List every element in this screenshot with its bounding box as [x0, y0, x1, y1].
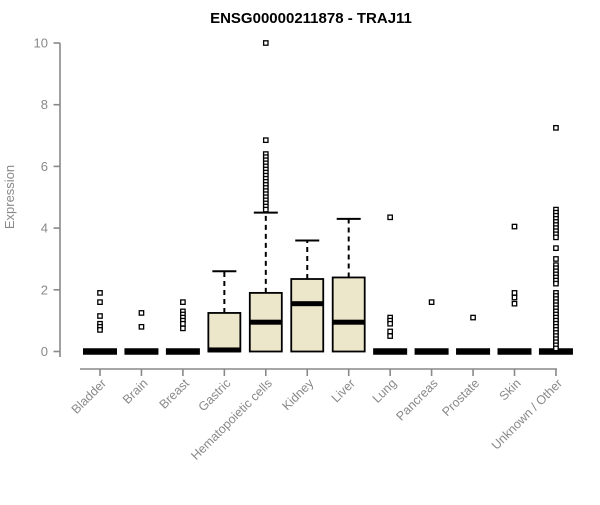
box-iqr	[331, 276, 366, 353]
outlier-point	[470, 314, 476, 321]
category-label: Skin	[497, 376, 524, 403]
flat-box-at-zero	[456, 348, 491, 355]
flat-box-at-zero	[538, 348, 573, 355]
outlier-point	[262, 206, 269, 213]
outlier-point	[97, 313, 103, 319]
median-line	[208, 347, 241, 353]
y-tick-label: 4	[41, 221, 48, 236]
outlier-point	[138, 310, 145, 316]
outlier-point	[511, 294, 518, 301]
median-line	[332, 319, 365, 325]
category-label: Liver	[329, 376, 358, 405]
category-label: Brain	[120, 376, 151, 407]
outlier-point	[180, 299, 186, 305]
outlier-point	[511, 223, 518, 230]
box-iqr	[290, 278, 325, 353]
plot-area: 0 2 4 6 8 10 Bladder Brain Breast GastricHematopo…	[34, 36, 573, 463]
median-line	[249, 319, 282, 325]
median-line	[291, 301, 324, 307]
category-label: Unknown / Other	[489, 376, 565, 452]
outlier-point	[387, 328, 394, 335]
flat-box-at-zero	[414, 348, 449, 355]
outlier-point	[97, 327, 103, 333]
y-tick-label: 2	[41, 282, 48, 297]
y-tick-label: 8	[41, 97, 48, 112]
outlier-point	[553, 256, 559, 262]
category-label: Gastric	[196, 376, 234, 414]
category-label: Lung	[370, 376, 400, 406]
flat-box-at-zero	[83, 348, 117, 355]
outlier-point	[387, 333, 394, 339]
flat-box-at-zero	[373, 348, 408, 355]
flat-box-at-zero	[165, 348, 200, 355]
category-label: Hematopoietic cells	[188, 376, 275, 463]
outlier-point	[553, 124, 559, 131]
outlier-point	[138, 323, 145, 330]
category-label: Bladder	[69, 376, 109, 416]
outlier-point	[180, 320, 186, 327]
y-tick-label: 0	[41, 344, 48, 359]
category-label: Breast	[157, 376, 193, 412]
outlier-point	[553, 245, 559, 252]
outlier-point	[97, 299, 103, 305]
outlier-point	[97, 290, 103, 296]
category-label: Pancreas	[393, 376, 440, 423]
category-label: Prostate	[439, 376, 482, 419]
outlier-point	[553, 234, 559, 241]
y-tick-label: 10	[34, 36, 48, 51]
flat-box-at-zero	[124, 348, 159, 355]
outlier-point	[428, 299, 435, 305]
outlier-point	[511, 300, 518, 307]
outlier-point	[262, 137, 269, 144]
outlier-point	[511, 290, 518, 296]
y-tick-label: 6	[41, 159, 48, 174]
outlier-point	[262, 40, 269, 46]
box-iqr	[207, 312, 242, 353]
flat-box-at-zero	[497, 348, 532, 355]
y-axis-label: Expression	[2, 165, 17, 229]
outlier-point	[180, 325, 186, 332]
category-label: Kidney	[279, 376, 316, 413]
chart-title: ENSG00000211878 - TRAJ11	[210, 10, 412, 27]
outlier-point	[553, 280, 559, 287]
outlier-point	[553, 345, 559, 352]
outlier-point	[387, 320, 394, 327]
outlier-point	[387, 214, 394, 221]
